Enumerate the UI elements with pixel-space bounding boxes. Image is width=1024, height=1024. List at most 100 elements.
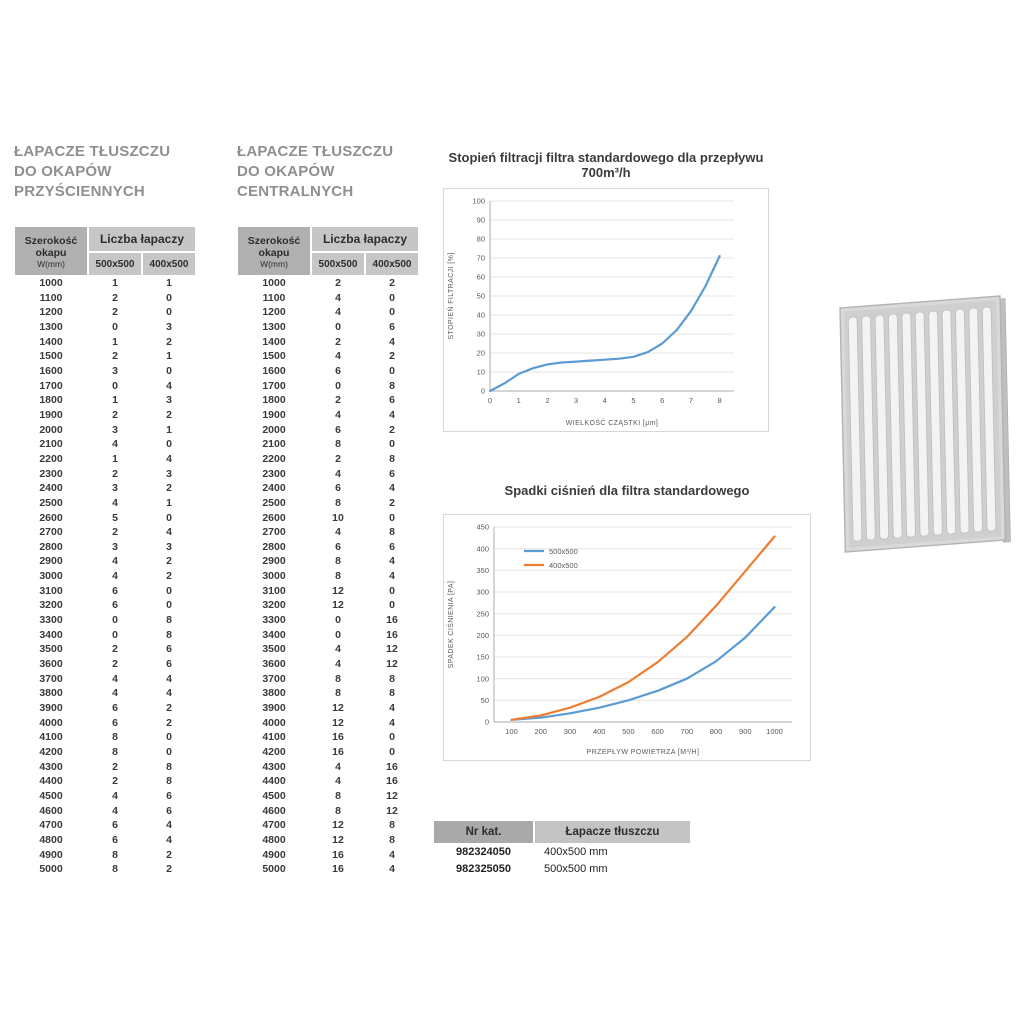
table-cell: 0 <box>166 746 172 758</box>
svg-text:450: 450 <box>476 523 489 532</box>
table-cell: 400x500 mm <box>544 846 608 858</box>
table-row: 4000 6 2 <box>14 716 196 731</box>
table-cell: 4 <box>166 672 172 685</box>
table-row: 4400 4 16 <box>237 774 419 789</box>
table-cell: 1200 <box>39 306 63 319</box>
svg-text:100: 100 <box>505 727 518 736</box>
table-cell: 4000 <box>39 716 63 729</box>
table-cell: 1500 <box>262 350 286 363</box>
table-cell: 1100 <box>39 291 63 304</box>
table-cell: 1300 <box>39 320 63 333</box>
table-cell: 0 <box>112 614 118 627</box>
table-cell: 4 <box>112 496 118 509</box>
table-cell: 3100 <box>39 584 63 597</box>
svg-text:50: 50 <box>481 696 489 705</box>
table-cell: 0 <box>166 584 172 597</box>
table-cell: 4 <box>389 702 395 715</box>
table-cell: 1100 <box>262 291 286 304</box>
table-cell: 3900 <box>262 702 286 715</box>
table-row: 2300 4 6 <box>237 467 419 482</box>
table-row: 4200 8 0 <box>14 745 196 760</box>
table-cell: 2 <box>389 496 395 509</box>
table-cell: 3 <box>112 364 118 377</box>
svg-text:100: 100 <box>476 674 489 683</box>
table-row: 4200 16 0 <box>237 745 419 760</box>
table-cell: 3600 <box>39 658 63 671</box>
table-cell: 4100 <box>39 731 63 744</box>
svg-text:80: 80 <box>477 235 485 244</box>
section-title-line: CENTRALNYCH <box>237 183 354 200</box>
table-cell: 8 <box>166 614 172 627</box>
grease-filter-image <box>839 295 1011 553</box>
table-cell: 2 <box>335 277 341 289</box>
table-cell: 6 <box>112 716 118 729</box>
table-cell: 2 <box>166 863 172 876</box>
table-cell: 2 <box>166 482 172 495</box>
table-row: 2700 2 4 <box>14 525 196 540</box>
table-cell: 3 <box>166 394 172 407</box>
table-cell: 2 <box>112 760 118 773</box>
svg-text:200: 200 <box>534 727 547 736</box>
svg-text:300: 300 <box>564 727 577 736</box>
table-row: 2100 8 0 <box>237 437 419 452</box>
table-cell: 0 <box>389 306 395 319</box>
col-header-grease-traps: Łapacze tłuszczu <box>534 820 691 844</box>
svg-text:5: 5 <box>631 396 635 405</box>
table-cell: 16 <box>386 628 398 641</box>
table-cell: 2 <box>389 423 395 436</box>
table-cell: 6 <box>166 658 172 671</box>
table-cell: 2 <box>389 350 395 363</box>
table-cell: 3200 <box>262 599 286 612</box>
table-cell: 4 <box>335 643 341 656</box>
table-cell: 0 <box>166 291 172 304</box>
table-cell: 2900 <box>39 555 63 568</box>
section-title-line: PRZYŚCIENNYCH <box>14 183 145 200</box>
table-cell: 2100 <box>262 438 286 451</box>
col-header-500x500: 500x500 <box>88 252 142 276</box>
table-cell: 1 <box>166 496 172 509</box>
table-cell: 4 <box>335 760 341 773</box>
table-body: 1000 2 2 1100 4 0 1200 4 0 1300 0 6 1400 2 4 1500 4 2 1600… <box>237 276 419 877</box>
table-cell: 4 <box>335 306 341 319</box>
table-cell: 1600 <box>39 364 63 377</box>
table-cell: 3 <box>166 540 172 553</box>
table-row: 4600 4 6 <box>14 804 196 819</box>
table-cell: 2300 <box>262 467 286 480</box>
table-cell: 4 <box>335 775 341 788</box>
table-cell: 3 <box>166 467 172 480</box>
svg-text:800: 800 <box>710 727 723 736</box>
table-cell: 6 <box>335 482 341 495</box>
table-row: 4400 2 8 <box>14 774 196 789</box>
table-cell: 2600 <box>262 511 286 524</box>
table-row: 3300 0 16 <box>237 613 419 628</box>
table-cell: 0 <box>166 438 172 451</box>
table-row: 3600 4 12 <box>237 657 419 672</box>
svg-text:900: 900 <box>739 727 752 736</box>
table-cell: 0 <box>166 731 172 744</box>
table-cell: 6 <box>112 702 118 715</box>
table-cell: 0 <box>166 364 172 377</box>
table-cell: 1200 <box>262 306 286 319</box>
table-row: 3900 12 4 <box>237 701 419 716</box>
table-cell: 12 <box>386 789 398 802</box>
svg-text:7: 7 <box>689 396 693 405</box>
table-row: 2000 3 1 <box>14 423 196 438</box>
table-row: 2800 6 6 <box>237 540 419 555</box>
table-cell: 8 <box>335 687 341 700</box>
table-cell: 16 <box>332 863 344 876</box>
table-row: 1900 4 4 <box>237 408 419 423</box>
table-cell: 4500 <box>262 789 286 802</box>
table-cell: 4800 <box>39 833 63 846</box>
table-row: 1700 0 8 <box>237 379 419 394</box>
table-cell: 4800 <box>262 833 286 846</box>
table-cell: 3000 <box>39 570 63 583</box>
table-cell: 8 <box>335 496 341 509</box>
table-cell: 3100 <box>262 584 286 597</box>
table-cell: 6 <box>389 540 395 553</box>
table-row: 1600 3 0 <box>14 364 196 379</box>
svg-text:500x500: 500x500 <box>549 547 578 556</box>
table-cell: 8 <box>389 687 395 700</box>
table-cell: 1700 <box>39 379 63 392</box>
col-header-catalog-number: Nr kat. <box>433 820 534 844</box>
col-group-header-trap-count: Liczba łapaczy <box>311 226 419 252</box>
